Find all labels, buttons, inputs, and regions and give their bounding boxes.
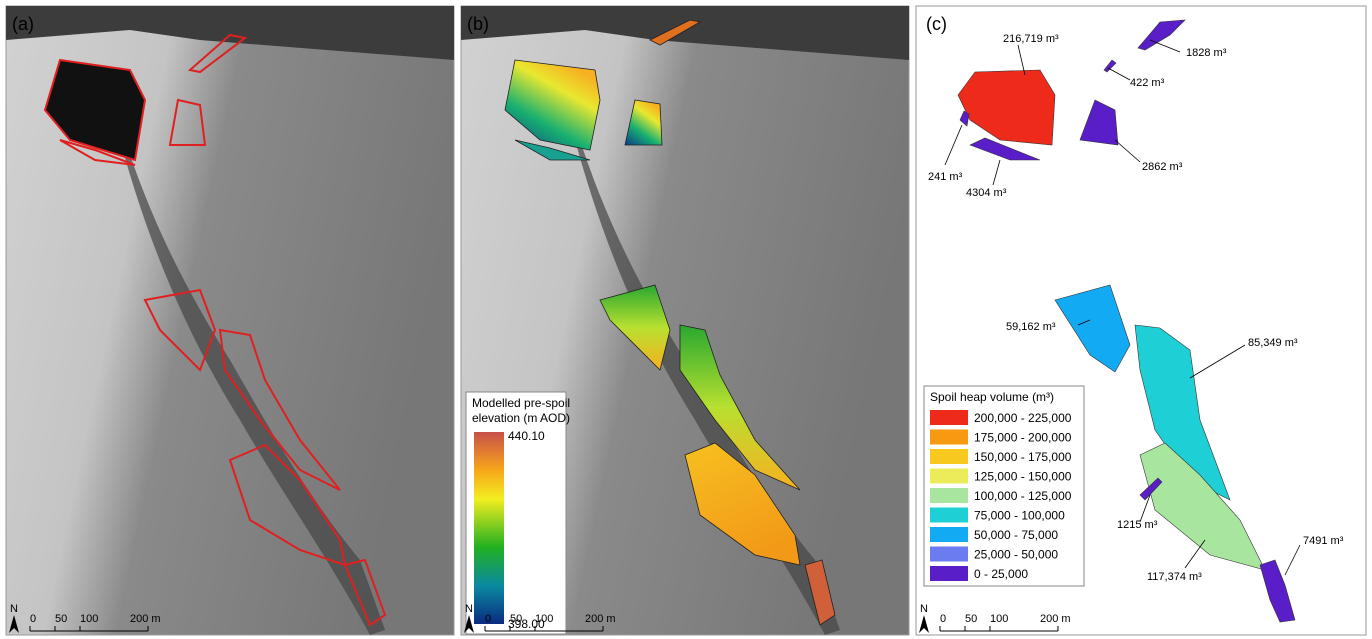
- legend-swatch: [930, 469, 968, 484]
- legend-swatch: [930, 508, 968, 523]
- legend-label: 175,000 - 200,000: [974, 431, 1072, 445]
- figure: (a) (b) (c) Modelled pre-spoil elevation…: [0, 0, 1372, 639]
- legend-title: Modelled pre-spoil: [472, 396, 570, 410]
- scale-label: 200 m: [1040, 613, 1071, 625]
- legend-label: 50,000 - 75,000: [974, 528, 1058, 542]
- heap-label: 85,349 m³: [1248, 337, 1298, 349]
- legend-swatch: [930, 527, 968, 542]
- heap-label: 1215 m³: [1117, 519, 1158, 531]
- elevation-legend: Modelled pre-spoil elevation (m AOD) 440…: [466, 392, 570, 634]
- scale-label: 0: [940, 613, 946, 625]
- legend-label: 0 - 25,000: [974, 567, 1028, 581]
- legend-label: 150,000 - 175,000: [974, 450, 1072, 464]
- legend-label: 25,000 - 50,000: [974, 548, 1058, 562]
- heap-label: 4304 m³: [966, 187, 1007, 199]
- scale-label: 100: [535, 613, 553, 625]
- legend-swatch: [930, 547, 968, 562]
- legend-swatch: [930, 488, 968, 503]
- scale-label: 50: [55, 613, 67, 625]
- legend-label: 100,000 - 125,000: [974, 489, 1072, 503]
- north-label: N: [920, 603, 928, 615]
- legend-swatch: [930, 449, 968, 464]
- scale-label: 0: [485, 613, 491, 625]
- legend-title: Spoil heap volume (m³): [930, 390, 1054, 404]
- heap-label: 7491 m³: [1303, 535, 1344, 547]
- panel-label: (b): [467, 14, 489, 34]
- heap-label: 422 m³: [1130, 77, 1165, 89]
- volume-legend: Spoil heap volume (m³) 200,000 - 225,000…: [924, 386, 1084, 586]
- heap-label: 1828 m³: [1186, 47, 1227, 59]
- north-label: N: [10, 603, 18, 615]
- legend-label: 75,000 - 100,000: [974, 509, 1065, 523]
- heap-label: 59,162 m³: [1006, 321, 1056, 333]
- legend-swatch: [930, 430, 968, 445]
- legend-swatch: [930, 566, 968, 581]
- heap-label: 241 m³: [928, 171, 963, 183]
- legend-label: 125,000 - 150,000: [974, 470, 1072, 484]
- scale-label: 50: [510, 613, 522, 625]
- legend-swatch: [930, 410, 968, 425]
- scale-label: 0: [30, 613, 36, 625]
- legend-label: 200,000 - 225,000: [974, 411, 1072, 425]
- scale-label: 200 m: [585, 613, 616, 625]
- panel-label: (a): [12, 14, 34, 34]
- panel-label: (c): [926, 14, 947, 34]
- scale-label: 100: [990, 613, 1008, 625]
- scale-label: 200 m: [130, 613, 161, 625]
- legend-max: 440.10: [508, 429, 545, 443]
- scale-label: 50: [965, 613, 977, 625]
- heap-label: 216,719 m³: [1003, 33, 1059, 45]
- north-label: N: [465, 603, 473, 615]
- legend-title: elevation (m AOD): [472, 411, 570, 425]
- heap-label: 117,374 m³: [1147, 571, 1202, 583]
- scale-label: 100: [80, 613, 98, 625]
- heap-label: 2862 m³: [1142, 161, 1183, 173]
